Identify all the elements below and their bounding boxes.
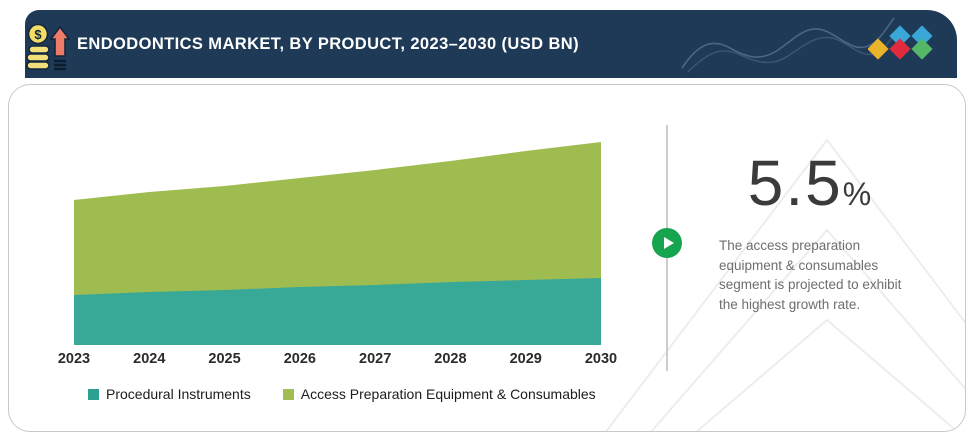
x-axis-label: 2026 bbox=[283, 351, 316, 367]
logo-diamond bbox=[889, 38, 911, 60]
chart-legend: Procedural Instruments Access Preparation… bbox=[88, 386, 596, 402]
report-card: 2023 2024 2025 2026 2027 2028 2029 2030 Procedu… bbox=[8, 84, 966, 432]
x-axis: 2023 2024 2025 2026 2027 2028 2029 2030 bbox=[58, 351, 617, 371]
play-button[interactable] bbox=[652, 228, 682, 258]
area-procedural-instruments bbox=[74, 278, 601, 345]
x-axis-label: 2028 bbox=[434, 351, 467, 367]
x-axis-label: 2023 bbox=[57, 351, 91, 367]
x-axis-label: 2025 bbox=[208, 351, 241, 367]
legend-swatch bbox=[282, 388, 294, 400]
svg-text:$: $ bbox=[34, 27, 42, 42]
x-axis-label: 2030 bbox=[584, 351, 618, 367]
legend-label: Procedural Instruments bbox=[106, 386, 251, 402]
logo-diamond bbox=[911, 25, 933, 47]
growth-stat: 5.5% bbox=[707, 151, 912, 215]
header-bar: $ ENDODONTICS MARKET, BY PRODUCT, 2023–2… bbox=[25, 10, 957, 78]
x-axis-label: 2024 bbox=[133, 351, 166, 367]
stat-value: 5.5 bbox=[747, 147, 843, 219]
legend-item: Access Preparation Equipment & Consumabl… bbox=[282, 386, 596, 402]
page-title: ENDODONTICS MARKET, BY PRODUCT, 2023–203… bbox=[77, 34, 579, 53]
x-axis-label: 2029 bbox=[509, 351, 542, 367]
logo-diamond bbox=[889, 25, 911, 47]
legend-label: Access Preparation Equipment & Consumabl… bbox=[300, 386, 596, 402]
stat-description: The access preparation equipment & consu… bbox=[719, 238, 902, 312]
play-icon bbox=[663, 237, 674, 249]
legend-swatch bbox=[88, 388, 99, 400]
coins-growth-arrow-icon: $ bbox=[26, 23, 71, 71]
logo-diamond bbox=[868, 38, 889, 60]
wave-decoration bbox=[681, 17, 895, 73]
stat-unit: % bbox=[842, 176, 872, 212]
logo-diamond bbox=[911, 38, 933, 60]
chevron-watermark bbox=[605, 138, 965, 431]
stacked-area-chart bbox=[74, 142, 601, 345]
x-axis-label: 2027 bbox=[359, 351, 392, 367]
diamonds-logo bbox=[868, 25, 933, 60]
legend-item: Procedural Instruments bbox=[88, 386, 251, 402]
